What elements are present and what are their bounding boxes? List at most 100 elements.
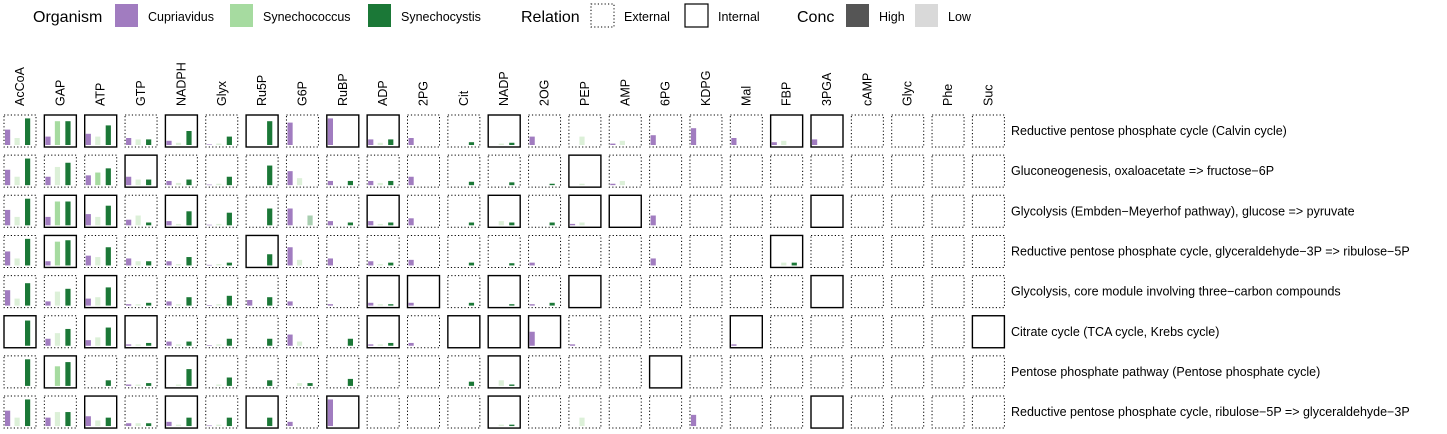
bar-synechocystis [226, 417, 232, 427]
bar-synechococcus [216, 304, 222, 306]
bar-synechocystis [65, 121, 71, 145]
bar-cupriavidus [408, 342, 414, 346]
cell-frame [447, 194, 481, 228]
bar-cupriavidus [126, 258, 132, 266]
bar-synechocystis [509, 142, 515, 145]
bar-cupriavidus [85, 340, 91, 346]
bar-synechocystis [549, 183, 555, 186]
cell-frame [689, 275, 723, 309]
bar-cupriavidus [368, 221, 374, 226]
bar-synechocystis [65, 240, 71, 266]
column-label-rubp: RuBP [336, 73, 350, 106]
bar-synechocystis [267, 338, 273, 346]
cell-frame [810, 395, 844, 429]
bar-cupriavidus [85, 133, 91, 145]
bar-synechococcus [619, 140, 625, 145]
bar-synechococcus [216, 143, 222, 145]
bar-cupriavidus [287, 208, 293, 226]
cell-frame [770, 154, 804, 188]
bar-synechocystis [549, 222, 555, 226]
cell-frame [3, 315, 37, 349]
bar-synechococcus [377, 344, 383, 346]
bar-synechococcus [135, 304, 141, 306]
cell-frame [810, 194, 844, 229]
bar-synechocystis [468, 222, 475, 226]
cell-frame [366, 315, 400, 349]
bar-cupriavidus [287, 301, 293, 306]
legend-label-low: Low [948, 10, 972, 24]
column-label-6pg: 6PG [659, 81, 673, 106]
bar-synechococcus [95, 136, 101, 145]
bar-synechococcus [14, 216, 20, 226]
bar-synechococcus [296, 341, 303, 346]
bar-synechocystis [226, 212, 232, 226]
bar-cupriavidus [206, 264, 212, 266]
cell-frame [487, 154, 521, 188]
bar-synechococcus [175, 223, 182, 226]
cell-frame [891, 395, 925, 429]
bar-synechocystis [307, 215, 313, 226]
bar-cupriavidus [287, 171, 293, 186]
bar-cupriavidus [85, 298, 91, 306]
cell-frame [850, 395, 884, 429]
cell-frame [487, 194, 521, 229]
bar-cupriavidus [45, 216, 51, 226]
cell-frame [810, 274, 844, 309]
row-label-6: Citrate cycle (TCA cycle, Krebs cycle) [1011, 325, 1219, 339]
bar-synechocystis [65, 328, 71, 346]
bar-synechococcus [216, 424, 222, 427]
column-label-2pg: 2PG [417, 81, 431, 106]
bar-cupriavidus [731, 138, 737, 145]
cell-frame [971, 355, 1005, 389]
bar-synechococcus [175, 304, 182, 306]
bar-cupriavidus [166, 301, 172, 306]
bar-cupriavidus [569, 223, 576, 226]
bar-synechococcus [135, 261, 141, 266]
cell-frame [407, 315, 440, 349]
bar-cupriavidus [368, 139, 374, 145]
cell-frame [487, 395, 521, 429]
bar-cupriavidus [287, 247, 293, 266]
bar-synechocystis [105, 380, 111, 386]
cell-frame [931, 154, 965, 188]
row-label-4: Reductive pentose phosphate cycle, glyce… [1011, 244, 1410, 258]
cell-frame [608, 275, 642, 309]
legend-title-conc: Conc [797, 9, 834, 26]
legend-swatch-synechocystis [368, 4, 391, 27]
cell-frame [770, 395, 804, 429]
bar-cupriavidus [529, 331, 535, 346]
bar-synechococcus [498, 143, 504, 145]
column-label-cit: Cit [457, 90, 471, 106]
bar-cupriavidus [287, 334, 293, 346]
bar-synechococcus [54, 412, 61, 427]
cell-frame [891, 114, 925, 148]
column-label-nadph: NADPH [174, 62, 188, 106]
row-label-3: Glycolysis (Embden−Meyerhof pathway), gl… [1011, 204, 1355, 218]
bar-cupriavidus [529, 136, 535, 145]
column-label-kdpg: KDPG [699, 71, 713, 106]
bar-synechocystis [65, 288, 71, 306]
bar-synechocystis [25, 320, 31, 346]
cell-frame [245, 154, 279, 188]
bar-synechococcus [498, 380, 504, 386]
bar-synechocystis [791, 262, 797, 266]
bar-cupriavidus [812, 139, 818, 145]
bar-synechocystis [509, 424, 515, 427]
bar-synechocystis [347, 338, 353, 346]
bar-synechocystis [267, 208, 273, 226]
cell-frame [528, 234, 562, 268]
bar-cupriavidus [247, 300, 253, 306]
cell-frame [649, 315, 683, 349]
bar-cupriavidus [206, 425, 212, 427]
bar-cupriavidus [731, 344, 737, 346]
bar-synechococcus [377, 142, 383, 145]
cell-frame [528, 355, 562, 389]
cell-frame [487, 315, 521, 349]
cell-frame [931, 275, 965, 309]
bar-cupriavidus [85, 255, 91, 266]
bar-cupriavidus [408, 302, 414, 306]
cell-frame [649, 395, 683, 429]
cell-frame [649, 154, 683, 188]
cell-frame [245, 114, 279, 148]
cell-frame [810, 154, 844, 188]
